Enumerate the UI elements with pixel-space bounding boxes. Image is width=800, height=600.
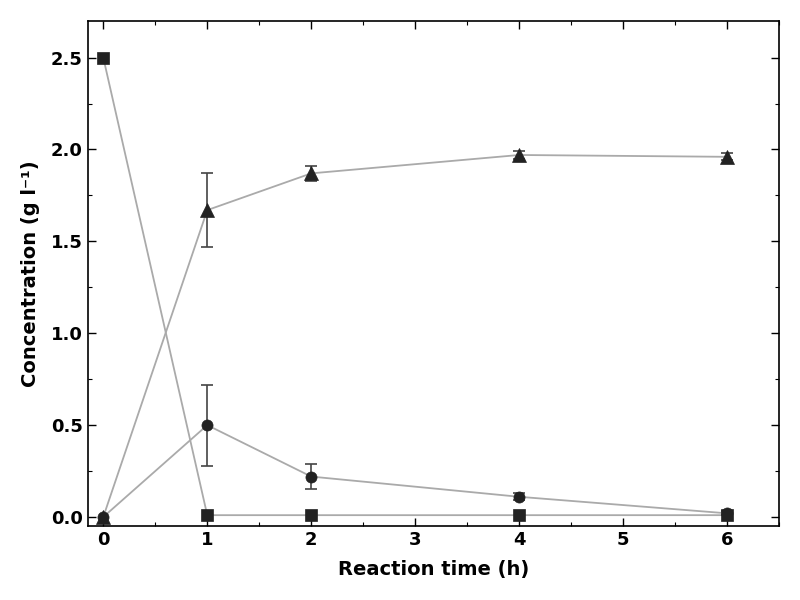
Intermediate <box>722 510 732 517</box>
Intermediate <box>514 493 524 500</box>
Oleic acid <box>98 54 108 61</box>
Line: Intermediate: Intermediate <box>98 419 733 523</box>
Line: 10-KSA: 10-KSA <box>96 148 734 524</box>
X-axis label: Reaction time (h): Reaction time (h) <box>338 560 529 579</box>
Intermediate <box>202 422 212 429</box>
10-KSA <box>306 170 316 177</box>
10-KSA <box>98 514 108 521</box>
10-KSA <box>202 206 212 214</box>
Oleic acid <box>722 512 732 519</box>
Intermediate <box>98 514 108 521</box>
Line: Oleic acid: Oleic acid <box>98 52 733 521</box>
10-KSA <box>514 151 524 158</box>
Y-axis label: Concentration (g l⁻¹): Concentration (g l⁻¹) <box>21 160 40 387</box>
Oleic acid <box>514 512 524 519</box>
Intermediate <box>306 473 316 480</box>
Oleic acid <box>202 512 212 519</box>
10-KSA <box>722 153 732 160</box>
Oleic acid <box>306 512 316 519</box>
